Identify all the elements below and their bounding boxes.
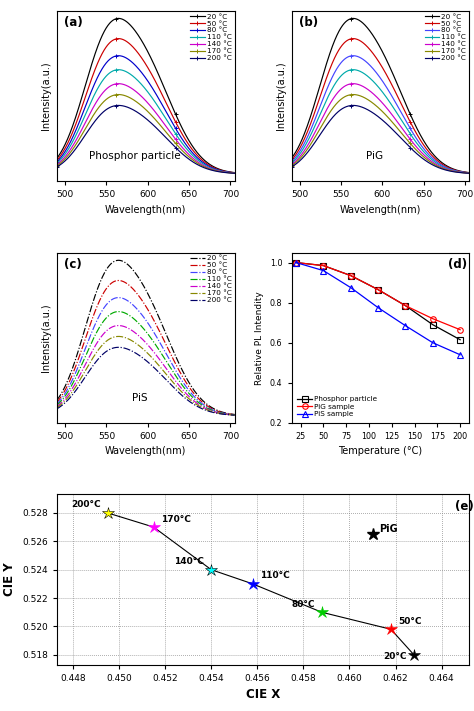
X-axis label: Temperature (°C): Temperature (°C): [338, 447, 422, 456]
Text: Phosphor particle: Phosphor particle: [89, 151, 181, 161]
Text: 200°C: 200°C: [71, 501, 100, 509]
Text: PiG: PiG: [366, 151, 383, 161]
Text: 50°C: 50°C: [398, 616, 421, 626]
X-axis label: Wavelength(nm): Wavelength(nm): [105, 205, 186, 215]
Text: 20°C: 20°C: [383, 652, 407, 661]
Text: 80°C: 80°C: [292, 599, 315, 609]
Text: 110°C: 110°C: [260, 572, 289, 580]
Text: (d): (d): [448, 257, 467, 271]
Text: PiS: PiS: [131, 392, 147, 402]
Y-axis label: Intensity(a.u.): Intensity(a.u.): [41, 304, 51, 372]
X-axis label: Wavelength(nm): Wavelength(nm): [340, 205, 421, 215]
Text: (b): (b): [299, 16, 318, 28]
Y-axis label: CIE Y: CIE Y: [3, 563, 17, 597]
Text: PiG: PiG: [379, 524, 398, 534]
Y-axis label: Intensity(a.u.): Intensity(a.u.): [41, 62, 51, 130]
Y-axis label: Relative PL Intendity: Relative PL Intendity: [255, 291, 264, 385]
Text: 140°C: 140°C: [174, 557, 204, 566]
Text: (c): (c): [64, 257, 82, 271]
Legend: 20 °C, 50 °C, 80 °C, 110 °C, 140 °C, 170 °C, 200 °C: 20 °C, 50 °C, 80 °C, 110 °C, 140 °C, 170…: [189, 12, 233, 63]
Legend: 20 °C, 50 °C, 80 °C, 110 °C, 140 °C, 170 °C, 200 °C: 20 °C, 50 °C, 80 °C, 110 °C, 140 °C, 170…: [189, 254, 233, 304]
X-axis label: CIE X: CIE X: [246, 688, 280, 701]
Text: (a): (a): [64, 16, 83, 28]
Legend: Phosphor particle, PiG sample, PiS sample: Phosphor particle, PiG sample, PiS sampl…: [295, 394, 379, 419]
Legend: 20 °C, 50 °C, 80 °C, 110 °C, 140 °C, 170 °C, 200 °C: 20 °C, 50 °C, 80 °C, 110 °C, 140 °C, 170…: [423, 12, 468, 63]
X-axis label: Wavelength(nm): Wavelength(nm): [105, 447, 186, 456]
Text: 170°C: 170°C: [161, 515, 191, 523]
Y-axis label: Intensity(a.u.): Intensity(a.u.): [276, 62, 286, 130]
Text: (e): (e): [455, 500, 474, 513]
